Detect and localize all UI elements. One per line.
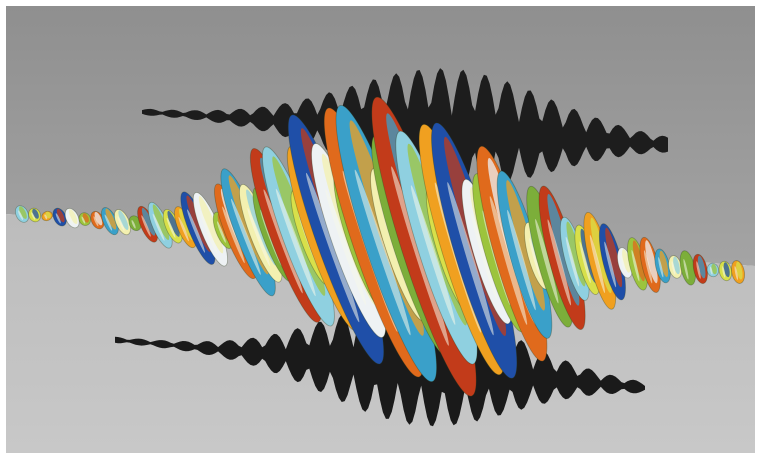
- waveform-ribbon: [14, 96, 745, 397]
- wave-sheet: [14, 205, 30, 223]
- wave-sheet: [128, 215, 142, 232]
- wave-sheet: [598, 223, 626, 301]
- wave-sheet: [52, 207, 67, 227]
- wave-sheet: [706, 262, 720, 278]
- wave-sheet: [64, 207, 80, 229]
- wall-shadow: [142, 68, 668, 189]
- wave-sheet: [668, 255, 683, 279]
- wave-sheet: [496, 170, 553, 339]
- wave-sheet: [731, 260, 745, 284]
- wave-sheet: [718, 260, 733, 282]
- wave-sheet: [101, 207, 119, 236]
- floor-shadow: [115, 302, 645, 427]
- wave-sheet: [654, 248, 671, 284]
- wave-sheet: [28, 207, 42, 223]
- wave-sheet: [192, 192, 228, 267]
- wave-sheet: [114, 209, 131, 236]
- wave-sheet: [162, 208, 183, 244]
- wave-sheet: [41, 210, 53, 222]
- wave-sheet: [559, 216, 590, 301]
- wave-sheet: [692, 253, 708, 284]
- wave-sheet: [137, 205, 159, 243]
- wave-sheet: [78, 212, 92, 226]
- wave-sheet: [639, 236, 661, 293]
